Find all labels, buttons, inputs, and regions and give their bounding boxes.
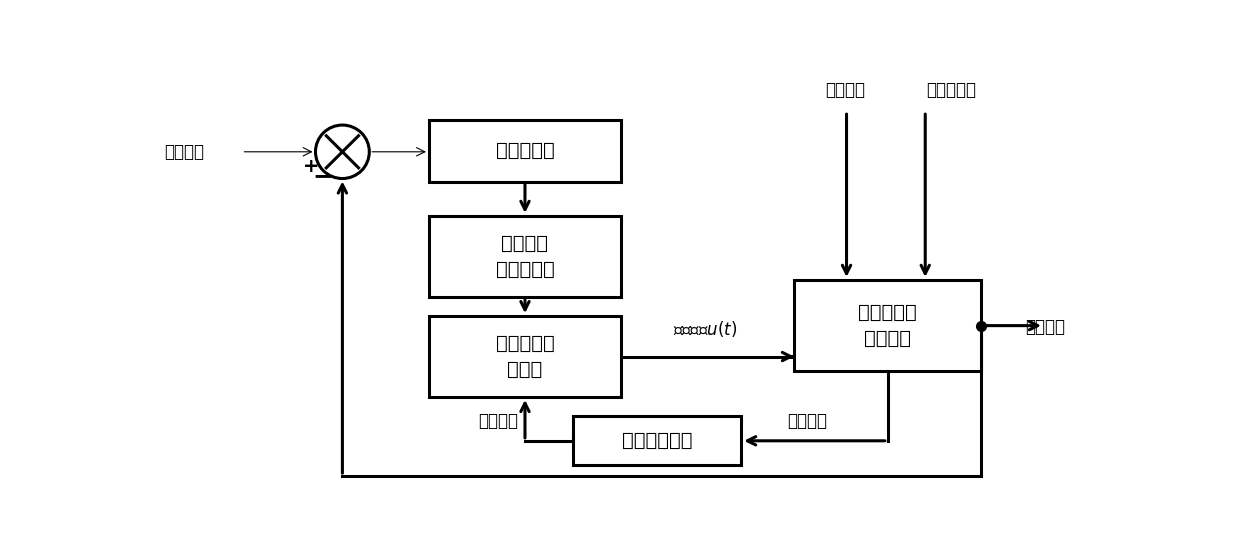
Text: 阴极开放式
燃料电池: 阴极开放式 燃料电池 — [858, 303, 918, 348]
Text: 控制变量$u(t)$: 控制变量$u(t)$ — [672, 319, 737, 339]
Text: −: − — [312, 165, 334, 188]
Text: 构建滑模面: 构建滑模面 — [496, 141, 554, 160]
Text: 构建李雅
普诺夫函数: 构建李雅 普诺夫函数 — [496, 234, 554, 279]
Ellipse shape — [315, 125, 370, 178]
Text: 参数变化: 参数变化 — [787, 412, 827, 430]
Text: 可测干扰: 可测干扰 — [825, 81, 866, 99]
Bar — [429, 316, 621, 397]
Text: 不可测干扰: 不可测干扰 — [926, 81, 976, 99]
Text: 自适应反演
控制率: 自适应反演 控制率 — [496, 334, 554, 379]
Text: +: + — [303, 157, 319, 176]
Text: 参数自适应率: 参数自适应率 — [622, 432, 692, 450]
Bar — [429, 120, 621, 182]
Text: 参考温度: 参考温度 — [165, 143, 205, 161]
Bar — [429, 216, 621, 297]
Bar — [794, 280, 982, 372]
Text: 实际温度: 实际温度 — [1024, 317, 1065, 336]
Text: 修正参数: 修正参数 — [479, 412, 518, 430]
Bar — [573, 416, 742, 465]
